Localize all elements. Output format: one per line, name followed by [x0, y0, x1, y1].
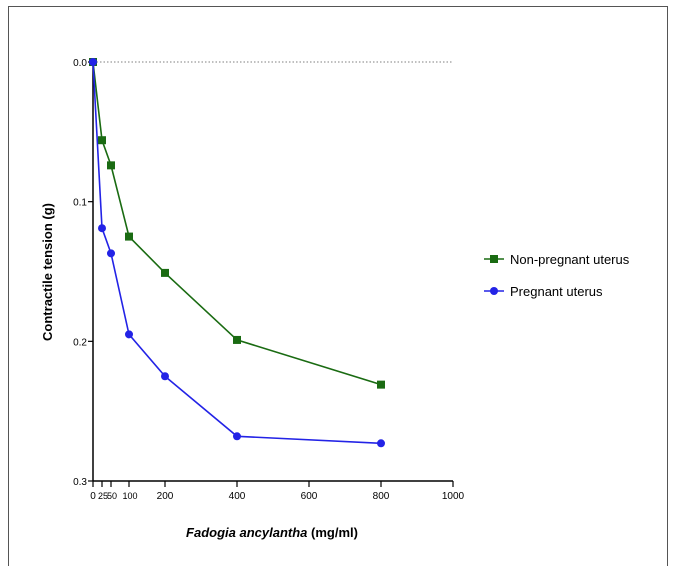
- legend-label-non-pregnant: Non-pregnant uterus: [510, 252, 630, 267]
- y-tick-label: 0.3: [73, 477, 87, 488]
- data-point: [125, 330, 133, 339]
- data-point: [377, 439, 385, 448]
- y-axis-title: Contractile tension (g): [40, 203, 55, 341]
- legend-item-non-pregnant: Non-pregnant uterus: [484, 252, 630, 267]
- data-point: [98, 224, 106, 233]
- x-tick-label-small: 100: [122, 491, 137, 501]
- y-ticks: 0.0 0.1 0.2 0.3: [73, 58, 93, 488]
- series-layer: [89, 58, 385, 448]
- data-point: [233, 432, 241, 441]
- legend-label-pregnant: Pregnant uterus: [510, 284, 603, 299]
- data-point: [233, 335, 241, 344]
- legend: Non-pregnant uterus Pregnant uterus: [484, 252, 630, 299]
- x-tick-label: 600: [301, 491, 318, 502]
- y-tick-label: 0.1: [73, 198, 87, 209]
- x-tick-label: 400: [229, 491, 246, 502]
- y-tick-label: 0.2: [73, 337, 87, 348]
- data-point: [125, 232, 133, 241]
- legend-marker-square: [490, 255, 498, 263]
- y-tick-label: 0.0: [73, 58, 87, 69]
- x-tick-label: 200: [157, 491, 174, 502]
- legend-marker-circle: [490, 287, 498, 295]
- data-point: [98, 136, 106, 145]
- data-point: [161, 372, 169, 381]
- x-axis-title: Fadogia ancylantha (mg/ml): [186, 525, 358, 540]
- series-line-1: [92, 61, 382, 445]
- data-point: [107, 161, 115, 170]
- data-point: [377, 380, 385, 389]
- data-point: [161, 268, 169, 277]
- x-axis-title-italic: Fadogia ancylantha: [186, 525, 307, 540]
- x-tick-label-small: 25: [98, 491, 108, 501]
- data-point: [107, 249, 115, 258]
- x-tick-label: 1000: [442, 491, 465, 502]
- data-point: [89, 58, 97, 66]
- legend-item-pregnant: Pregnant uterus: [484, 284, 603, 299]
- x-tick-label-small: 50: [107, 491, 117, 501]
- x-tick-label: 0: [90, 491, 96, 502]
- x-tick-label: 800: [373, 491, 390, 502]
- x-axis-title-unit: (mg/ml): [307, 525, 358, 540]
- figure-frame: [8, 6, 668, 566]
